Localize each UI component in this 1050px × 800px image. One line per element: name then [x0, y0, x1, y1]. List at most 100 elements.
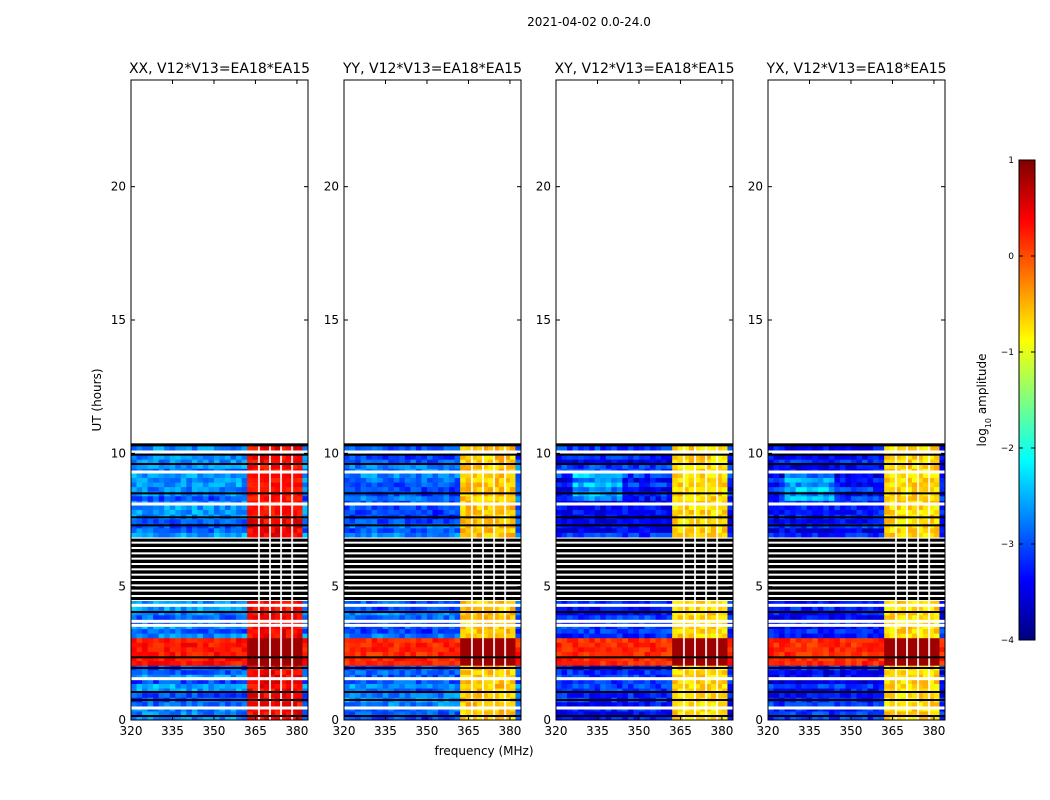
- heatmap-cell: [561, 459, 568, 465]
- heatmap-cell: [349, 701, 356, 707]
- heatmap-cell: [180, 605, 187, 611]
- heatmap-cell: [263, 605, 270, 611]
- heatmap-cell: [493, 445, 500, 451]
- heatmap-cell: [180, 454, 187, 460]
- heatmap-cell: [600, 692, 607, 698]
- panel-title: XX, V12*V13=EA18*EA15: [129, 61, 310, 77]
- heatmap-cell: [142, 509, 149, 515]
- panel-title: YY, V12*V13=EA18*EA15: [342, 61, 522, 77]
- time-gap: [556, 677, 733, 681]
- heatmap-cell: [213, 605, 221, 611]
- heatmap-cell: [845, 674, 852, 680]
- heatmap-cell: [147, 532, 154, 538]
- heatmap-cell: [393, 504, 400, 511]
- flagged-streak: [131, 579, 308, 581]
- heatmap-cell: [694, 674, 701, 680]
- heatmap-cell: [302, 477, 308, 483]
- heatmap-cell: [644, 481, 651, 488]
- heatmap-cell: [410, 477, 417, 483]
- heatmap-cell: [153, 454, 160, 460]
- heatmap-cell: [263, 715, 270, 720]
- time-flag-line: [344, 463, 521, 465]
- heatmap-cell: [208, 642, 215, 648]
- heatmap-cell: [432, 651, 439, 657]
- heatmap-cell: [482, 509, 489, 515]
- heatmap-cell: [622, 504, 629, 511]
- heatmap-cell: [504, 527, 511, 533]
- heatmap-cell: [371, 495, 378, 501]
- heatmap-cell: [296, 614, 304, 620]
- heatmap-cell: [360, 651, 367, 657]
- heatmap-cell: [638, 646, 646, 652]
- time-gap: [556, 470, 733, 474]
- heatmap-cell: [655, 701, 662, 707]
- heatmap-cell: [493, 605, 500, 611]
- heatmap-cell: [884, 701, 891, 707]
- heatmap-cell: [677, 692, 684, 698]
- heatmap-cell: [202, 715, 210, 720]
- heatmap-cell: [817, 674, 824, 680]
- heatmap-cell: [509, 463, 517, 469]
- heatmap-cell: [131, 486, 138, 492]
- heatmap-cell: [515, 504, 521, 511]
- heatmap-cell: [867, 669, 874, 675]
- heatmap-cell: [142, 472, 149, 478]
- heatmap-cell: [638, 710, 646, 717]
- heatmap-cell: [616, 472, 623, 478]
- heatmap-cell: [382, 642, 389, 648]
- heatmap-cell: [605, 504, 612, 511]
- heatmap-cell: [296, 687, 304, 694]
- heatmap-cell: [438, 486, 445, 492]
- time-flag-line: [556, 667, 733, 669]
- heatmap-cell: [291, 674, 298, 680]
- time-gap: [344, 450, 521, 454]
- heatmap-cell: [845, 683, 852, 689]
- heatmap-cell: [823, 692, 830, 698]
- heatmap-cell: [710, 687, 718, 694]
- heatmap-cell: [285, 509, 293, 515]
- heatmap-cell: [280, 614, 287, 620]
- heatmap-cell: [721, 710, 729, 717]
- heatmap-cell: [202, 642, 210, 648]
- flagged-streak: [131, 563, 308, 565]
- heatmap-cell: [186, 454, 193, 460]
- heatmap-cell: [147, 687, 154, 694]
- heatmap-cell: [230, 642, 237, 648]
- heatmap-cell: [556, 486, 563, 492]
- heatmap-cell: [426, 600, 434, 607]
- heatmap-cell: [493, 651, 500, 657]
- heatmap-cell: [263, 628, 270, 634]
- heatmap-cell: [694, 637, 701, 643]
- flagged-streak: [131, 573, 308, 576]
- heatmap-cell: [421, 509, 428, 515]
- heatmap-cell: [415, 614, 423, 620]
- heatmap-cell: [850, 715, 858, 720]
- heatmap-cell: [589, 701, 596, 707]
- heatmap-cell: [247, 637, 254, 643]
- heatmap-cell: [471, 660, 478, 666]
- heatmap-cell: [147, 674, 154, 680]
- heatmap-cell: [449, 687, 456, 694]
- heatmap-cell: [449, 701, 456, 707]
- x-tick-label: 365: [244, 724, 267, 738]
- heatmap-cell: [208, 683, 215, 689]
- heatmap-cell: [404, 518, 411, 524]
- heatmap-cell: [274, 509, 281, 515]
- heatmap-cell: [164, 459, 171, 465]
- heatmap-cell: [556, 532, 563, 538]
- heatmap-cell: [454, 633, 461, 639]
- time-flag-line: [131, 667, 308, 669]
- heatmap-cell: [922, 669, 930, 675]
- heatmap-cell: [556, 495, 563, 501]
- heatmap-cell: [377, 486, 384, 492]
- heatmap-cell: [371, 628, 378, 634]
- heatmap-cell: [291, 463, 298, 469]
- heatmap-cell: [344, 715, 351, 720]
- heatmap-cell: [487, 509, 494, 515]
- heatmap-cell: [638, 715, 646, 720]
- heatmap-cell: [922, 710, 930, 717]
- heatmap-cell: [677, 651, 684, 657]
- heatmap-cell: [578, 715, 585, 720]
- heatmap-cell: [280, 687, 287, 694]
- heatmap-cell: [404, 509, 411, 515]
